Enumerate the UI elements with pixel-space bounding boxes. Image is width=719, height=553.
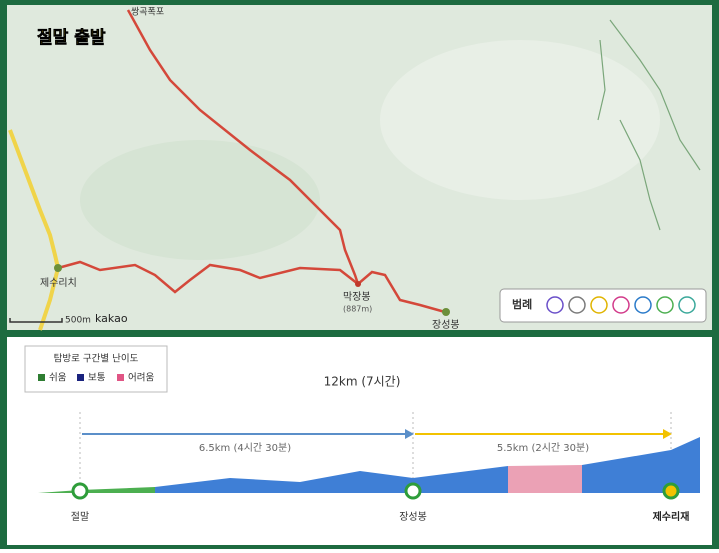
profile-easy <box>38 487 155 493</box>
brand: kakao <box>95 312 128 325</box>
icon[interactable] <box>612 296 630 314</box>
place-label: 쌍곡폭포 <box>131 7 164 18</box>
legend-swatch <box>38 374 45 381</box>
map-title: 절말 출발 <box>37 27 106 48</box>
profile-hard <box>508 465 582 493</box>
trail <box>597 19 701 231</box>
waypoint <box>404 482 422 500</box>
profile-legend <box>24 345 168 393</box>
icon[interactable] <box>634 296 652 314</box>
map-legend-title: 범례 <box>512 297 532 311</box>
marker <box>442 308 450 316</box>
icon[interactable] <box>656 296 674 314</box>
waypoint-label: 절말 <box>71 510 89 523</box>
arrow-head <box>405 429 414 439</box>
place-label: 장성봉 <box>432 319 460 331</box>
legend-label: 쉬움 <box>49 373 67 384</box>
segment-label: 5.5km (2시간 30분) <box>497 442 589 454</box>
icon[interactable] <box>678 296 696 314</box>
icon[interactable] <box>568 296 586 314</box>
icon[interactable] <box>546 296 564 314</box>
terrain <box>380 40 660 200</box>
icon[interactable] <box>590 296 608 314</box>
segment-label: 6.5km (4시간 30분) <box>199 442 291 454</box>
marker <box>54 264 62 272</box>
road <box>8 129 61 331</box>
scale-label: 500m <box>65 316 91 326</box>
route <box>57 260 446 314</box>
legend-swatch <box>77 374 84 381</box>
waypoint-label: 제수리재 <box>653 510 690 523</box>
legend-icons <box>546 296 696 314</box>
place-label: 막장봉 <box>343 291 371 303</box>
marker <box>355 281 361 287</box>
legend-label: 어려움 <box>128 372 154 384</box>
legend-title: 탐방로 구간별 난이도 <box>54 353 139 365</box>
arrow-head <box>663 429 672 439</box>
waypoint <box>71 482 89 500</box>
route <box>126 9 360 285</box>
legend-swatch <box>117 374 124 381</box>
profile-normal <box>582 437 700 493</box>
waypoint <box>662 482 680 500</box>
waypoint-label: 장성봉 <box>399 511 427 523</box>
total-distance: 12km (7시간) <box>324 375 401 389</box>
scale-bar <box>9 318 63 323</box>
place-label: (887m) <box>343 305 372 314</box>
terrain <box>80 140 320 260</box>
place-label: 제수리치 <box>40 277 77 289</box>
legend-label: 보통 <box>88 373 106 384</box>
